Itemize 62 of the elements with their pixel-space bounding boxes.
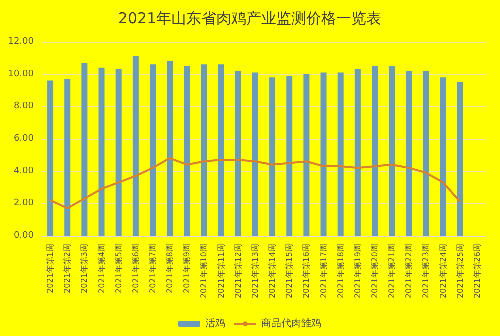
y-tick-label: 2.00: [14, 198, 34, 209]
bar: [338, 72, 344, 236]
x-tick-label: 2021年第11周: [216, 244, 226, 299]
legend-label: 商品代肉雏鸡: [262, 318, 322, 330]
bar: [354, 69, 361, 236]
x-tick-label: 2021年第15周: [285, 244, 294, 299]
bar: [132, 56, 139, 236]
bar: [150, 64, 156, 236]
y-tick-label: 8.00: [14, 102, 34, 112]
bar: [423, 71, 430, 236]
bar: [286, 76, 293, 236]
chart-title: 2021年山东省肉鸡产业监测价格一览表: [118, 10, 382, 28]
x-tick-label: 2021年第20周: [370, 244, 380, 299]
x-tick-label: 2021年第2周: [63, 244, 72, 294]
bar: [304, 74, 310, 236]
x-tick-label: 2021年第21周: [388, 244, 397, 299]
bar: [372, 66, 378, 236]
x-tick-label: 2021年第18周: [336, 244, 346, 299]
bar: [48, 80, 54, 236]
bar: [167, 61, 174, 236]
x-tick-label: 2021年第23周: [422, 244, 431, 299]
x-tick-label: 2021年第10周: [200, 244, 209, 299]
y-tick-label: 12.00: [8, 37, 34, 47]
x-tick-label: 2021年第16周: [302, 244, 312, 299]
legend-label: 活鸡: [206, 318, 226, 330]
bar: [116, 69, 122, 236]
x-tick-label: 2021年第13周: [250, 244, 260, 299]
bar: [82, 63, 88, 236]
x-tick-label: 2021年第24周: [438, 244, 448, 299]
bar: [440, 78, 446, 236]
x-tick-label: 2021年第14周: [268, 244, 278, 299]
x-tick-label: 2021年第1周: [46, 244, 56, 294]
x-tick-label: 2021年第9周: [182, 244, 192, 294]
x-tick-label: 2021年第7周: [148, 244, 158, 294]
bar: [406, 71, 412, 236]
x-tick-label: 2021年第12周: [234, 244, 243, 299]
x-tick-label: 2021年第25周: [456, 244, 465, 299]
y-tick-label: 0.00: [14, 231, 34, 241]
x-tick-label: 2021年第3周: [80, 244, 90, 294]
y-tick-label: 4.00: [14, 166, 34, 176]
y-tick-label: 6.00: [14, 134, 34, 144]
bar: [389, 66, 396, 236]
bar: [252, 72, 258, 236]
bar: [457, 82, 464, 236]
bar: [184, 66, 190, 236]
bar: [218, 64, 224, 236]
bar: [201, 64, 208, 236]
x-tick-label: 2021年第17周: [319, 244, 328, 299]
bar: [98, 68, 105, 236]
y-tick-label: 10.00: [8, 69, 34, 80]
x-tick-label: 2021年第4周: [97, 244, 106, 294]
x-tick-label: 2021年第22周: [404, 244, 414, 299]
bar: [64, 79, 71, 236]
bar: [235, 71, 242, 236]
x-tick-label: 2021年第6周: [131, 244, 140, 294]
x-tick-label: 2021年第26周: [472, 244, 482, 299]
bar: [270, 78, 276, 236]
bar: [320, 72, 327, 236]
x-tick-label: 2021年第19周: [353, 244, 362, 299]
x-tick-label: 2021年第8周: [166, 244, 175, 294]
line-series: [50, 157, 462, 210]
x-tick-label: 2021年第5周: [114, 244, 124, 294]
